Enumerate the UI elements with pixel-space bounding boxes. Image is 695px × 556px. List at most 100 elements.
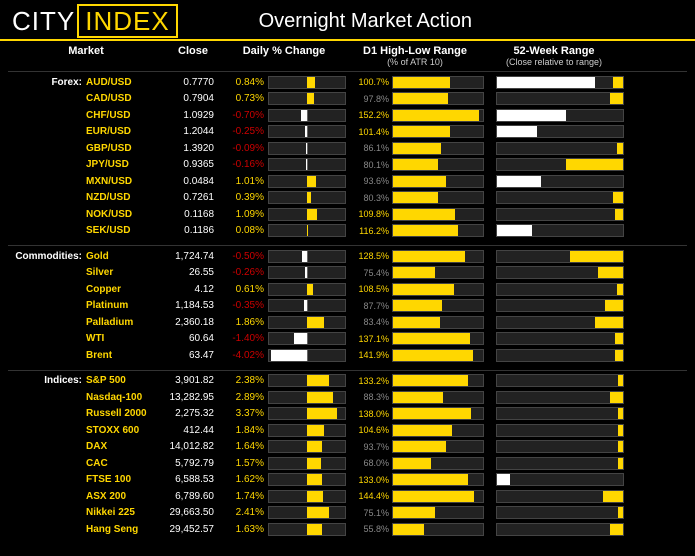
week52-bar-chart (496, 191, 624, 204)
d1-range-cell: 68.0% (346, 455, 484, 472)
week52-bar-chart (496, 109, 624, 122)
daily-change-cell: -0.35% (222, 298, 346, 315)
close-value: 5,792.79 (164, 458, 222, 469)
daily-pct-value: 2.41% (222, 507, 264, 518)
week52-bar-chart (496, 407, 624, 420)
week52-cell (484, 74, 624, 91)
week52-bar-chart (496, 283, 624, 296)
brand-part2: INDEX (77, 4, 177, 38)
market-name: WTI (86, 333, 164, 344)
table-row: MXN/USD0.04841.01%93.6% (8, 173, 687, 190)
table-row: Brent63.47-4.02%141.9% (8, 347, 687, 364)
table-row: Hang Seng29,452.571.63%55.8% (8, 521, 687, 538)
d1-range-cell: 97.8% (346, 91, 484, 108)
daily-change-cell: 0.84% (222, 74, 346, 91)
page-title: Overnight Market Action (178, 10, 553, 33)
close-value: 29,452.57 (164, 524, 222, 535)
daily-pct-value: 1.86% (222, 317, 264, 328)
daily-bar-chart (268, 523, 346, 536)
daily-bar-chart (268, 208, 346, 221)
d1-range-bar-chart (392, 158, 484, 171)
close-value: 1,184.53 (164, 300, 222, 311)
week52-bar-chart (496, 473, 624, 486)
daily-change-cell: 3.37% (222, 406, 346, 423)
table-row: Russell 20002,275.323.37%138.0% (8, 406, 687, 423)
col-w52: 52-Week Range (Close relative to range) (484, 45, 624, 67)
week52-bar-chart (496, 125, 624, 138)
d1-range-cell: 83.4% (346, 314, 484, 331)
daily-pct-value: -0.35% (222, 300, 264, 311)
d1-range-value: 93.7% (354, 442, 392, 452)
d1-range-value: 55.8% (354, 524, 392, 534)
daily-change-cell: -1.40% (222, 331, 346, 348)
market-name: EUR/USD (86, 126, 164, 137)
col-market: Market (8, 45, 164, 67)
d1-range-cell: 133.0% (346, 472, 484, 489)
daily-pct-value: 1.84% (222, 425, 264, 436)
daily-change-cell: 1.62% (222, 472, 346, 489)
close-value: 0.1186 (164, 225, 222, 236)
daily-pct-value: 0.84% (222, 77, 264, 88)
close-value: 14,012.82 (164, 441, 222, 452)
daily-change-cell: 1.64% (222, 439, 346, 456)
header: CITYINDEX Overnight Market Action (0, 0, 695, 41)
daily-change-cell: 1.09% (222, 206, 346, 223)
daily-pct-value: 0.39% (222, 192, 264, 203)
table-row: NOK/USD0.11681.09%109.8% (8, 206, 687, 223)
week52-cell (484, 248, 624, 265)
close-value: 1.0929 (164, 110, 222, 121)
week52-cell (484, 157, 624, 174)
d1-range-cell: 75.1% (346, 505, 484, 522)
market-name: Nasdaq-100 (86, 392, 164, 403)
market-name: S&P 500 (86, 375, 164, 386)
d1-range-value: 144.4% (354, 491, 392, 501)
daily-change-cell: 1.63% (222, 521, 346, 538)
d1-range-cell: 93.7% (346, 439, 484, 456)
week52-bar-chart (496, 440, 624, 453)
week52-bar-chart (496, 457, 624, 470)
market-name: DAX (86, 441, 164, 452)
table-row: Silver26.55-0.26%75.4% (8, 265, 687, 282)
d1-range-value: 138.0% (354, 409, 392, 419)
table-row: Nasdaq-10013,282.952.89%88.3% (8, 389, 687, 406)
brand-part1: CITY (12, 6, 75, 36)
daily-change-cell: 1.86% (222, 314, 346, 331)
week52-cell (484, 455, 624, 472)
d1-range-cell: 86.1% (346, 140, 484, 157)
d1-range-cell: 55.8% (346, 521, 484, 538)
d1-range-cell: 104.6% (346, 422, 484, 439)
week52-cell (484, 190, 624, 207)
week52-bar-chart (496, 142, 624, 155)
week52-cell (484, 265, 624, 282)
table-row: Palladium2,360.181.86%83.4% (8, 314, 687, 331)
d1-range-bar-chart (392, 391, 484, 404)
table-row: DAX14,012.821.64% 93.7% (8, 439, 687, 456)
d1-range-bar-chart (392, 299, 484, 312)
daily-bar-chart (268, 224, 346, 237)
market-name: Copper (86, 284, 164, 295)
week52-cell (484, 206, 624, 223)
daily-pct-value: 3.37% (222, 408, 264, 419)
group: Indices:S&P 5003,901.822.38%133.2%Nasdaq… (8, 370, 687, 538)
daily-bar-chart (268, 76, 346, 89)
daily-bar-chart (268, 158, 346, 171)
table-row: NZD/USD0.72610.39%80.3% (8, 190, 687, 207)
table-row: WTI60.64-1.40%137.1% (8, 331, 687, 348)
daily-pct-value: -0.50% (222, 251, 264, 262)
table-row: STOXX 600412.441.84%104.6% (8, 422, 687, 439)
close-value: 0.0484 (164, 176, 222, 187)
d1-range-cell: 133.2% (346, 373, 484, 390)
week52-cell (484, 140, 624, 157)
week52-bar-chart (496, 316, 624, 329)
week52-bar-chart (496, 299, 624, 312)
close-value: 6,789.60 (164, 491, 222, 502)
week52-cell (484, 439, 624, 456)
d1-range-value: 75.4% (354, 268, 392, 278)
week52-cell (484, 331, 624, 348)
week52-bar-chart (496, 76, 624, 89)
close-value: 0.7904 (164, 93, 222, 104)
d1-range-cell: 137.1% (346, 331, 484, 348)
week52-bar-chart (496, 208, 624, 221)
daily-change-cell: 2.89% (222, 389, 346, 406)
d1-range-bar-chart (392, 250, 484, 263)
